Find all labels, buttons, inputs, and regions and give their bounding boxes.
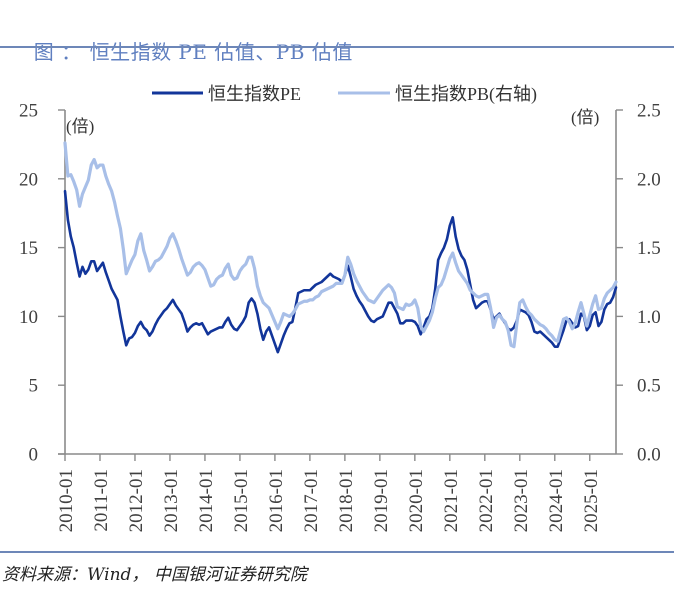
figure-title: 图 ：恒生指数 PE 估值、PB 估值 [20, 12, 353, 65]
x-tick-label: 2021-01 [441, 469, 462, 532]
x-tick-label: 2025-01 [581, 469, 602, 532]
y-right-unit-label: (倍) [571, 108, 599, 127]
x-tick-label: 2024-01 [546, 469, 567, 532]
x-tick-label: 2017-01 [301, 469, 322, 532]
y-left-tick-label: 0 [29, 445, 39, 466]
x-tick-label: 2015-01 [231, 469, 252, 532]
y-left-unit-label: (倍) [66, 117, 94, 136]
x-tick-label: 2013-01 [161, 469, 182, 532]
series-line-pe [63, 189, 618, 354]
x-tick-label: 2019-01 [371, 469, 392, 532]
x-tick-label: 2016-01 [266, 469, 287, 532]
y-right-tick-label: 1.5 [637, 238, 661, 259]
y-right-tick-label: 1.0 [637, 307, 661, 328]
y-left-tick-label: 20 [19, 169, 38, 190]
y-left-tick-label: 5 [29, 376, 39, 397]
x-tick-label: 2011-01 [91, 469, 112, 532]
title-divider [0, 46, 674, 48]
y-right-tick-label: 0.0 [637, 445, 661, 466]
plot-series [63, 141, 618, 354]
series-line-pb [63, 141, 618, 349]
y-left-tick-label: 15 [19, 238, 38, 259]
x-tick-label: 2014-01 [196, 469, 217, 532]
ticks: 2010-01 2011-01 2012-01 2013-01 2014-01 2015-… [19, 101, 661, 533]
x-tick-label: 2010-01 [56, 469, 77, 532]
legend-label-pb: 恒生指数PB(右轴) [395, 84, 537, 105]
x-tick-label: 2018-01 [336, 469, 357, 532]
y-right-tick-label: 2.5 [637, 101, 661, 122]
figure-title-text: 恒生指数 PE 估值、PB 估值 [89, 40, 353, 64]
x-tick-label: 2022-01 [476, 469, 497, 532]
legend-label-pe: 恒生指数PE [208, 84, 301, 104]
source-note: 资料来源：Wind， 中国银河证券研究院 [2, 565, 307, 585]
y-left-tick-label: 25 [19, 101, 38, 122]
y-left-tick-label: 10 [19, 307, 38, 328]
x-tick-label: 2023-01 [511, 469, 532, 532]
x-tick-label: 2020-01 [406, 469, 427, 532]
x-tick-label: 2012-01 [126, 469, 147, 532]
legend: 恒生指数PE 恒生指数PB(右轴) [152, 84, 537, 105]
y-right-tick-label: 0.5 [637, 376, 661, 397]
footer-divider [0, 551, 674, 553]
y-right-tick-label: 2.0 [637, 169, 661, 190]
